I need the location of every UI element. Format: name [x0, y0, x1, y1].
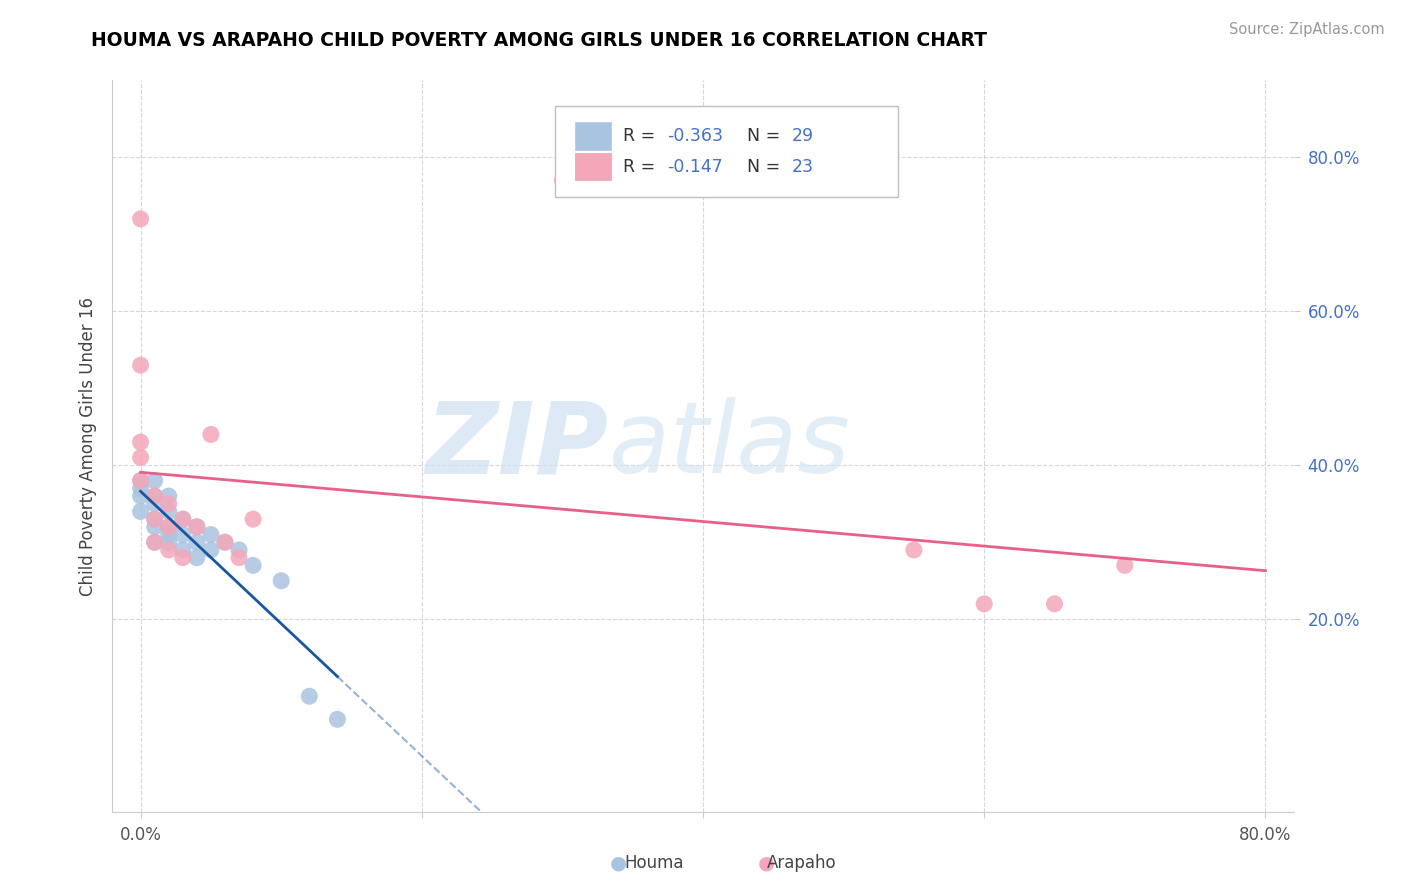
Text: 23: 23	[792, 158, 814, 176]
Point	[172, 527, 194, 541]
Point	[186, 520, 208, 534]
Point	[157, 535, 180, 549]
Point	[157, 520, 180, 534]
Text: ●: ●	[758, 854, 775, 873]
Point	[172, 543, 194, 558]
Text: 29: 29	[792, 127, 814, 145]
Point	[200, 543, 222, 558]
Text: R =: R =	[623, 158, 661, 176]
Point	[172, 512, 194, 526]
Point	[326, 712, 349, 726]
Point	[214, 535, 236, 549]
Text: -0.363: -0.363	[668, 127, 724, 145]
Point	[157, 497, 180, 511]
Point	[143, 535, 166, 549]
Text: N =: N =	[747, 158, 786, 176]
Text: N =: N =	[747, 127, 786, 145]
Point	[157, 489, 180, 503]
Text: atlas: atlas	[609, 398, 851, 494]
Text: R =: R =	[623, 127, 661, 145]
Point	[973, 597, 995, 611]
Point	[143, 489, 166, 503]
Point	[186, 550, 208, 565]
Point	[129, 450, 152, 465]
FancyBboxPatch shape	[555, 106, 898, 197]
Point	[1114, 558, 1136, 573]
Point	[157, 504, 180, 518]
Point	[157, 527, 180, 541]
Point	[200, 427, 222, 442]
Point	[129, 481, 152, 495]
Point	[129, 504, 152, 518]
FancyBboxPatch shape	[575, 153, 610, 180]
Point	[143, 512, 166, 526]
Text: HOUMA VS ARAPAHO CHILD POVERTY AMONG GIRLS UNDER 16 CORRELATION CHART: HOUMA VS ARAPAHO CHILD POVERTY AMONG GIR…	[91, 31, 987, 50]
Point	[903, 543, 925, 558]
Point	[1043, 597, 1066, 611]
Point	[143, 512, 166, 526]
Point	[172, 512, 194, 526]
Point	[143, 489, 166, 503]
Point	[157, 543, 180, 558]
Point	[186, 535, 208, 549]
Point	[242, 512, 264, 526]
FancyBboxPatch shape	[575, 122, 610, 150]
Point	[143, 535, 166, 549]
Text: ZIP: ZIP	[426, 398, 609, 494]
Y-axis label: Child Poverty Among Girls Under 16: Child Poverty Among Girls Under 16	[79, 296, 97, 596]
Point	[129, 435, 152, 450]
Text: ●: ●	[610, 854, 627, 873]
Point	[228, 543, 250, 558]
Point	[129, 474, 152, 488]
Point	[200, 527, 222, 541]
Point	[143, 520, 166, 534]
Point	[172, 550, 194, 565]
Point	[143, 497, 166, 511]
Text: Arapaho: Arapaho	[766, 855, 837, 872]
Text: Houma: Houma	[624, 855, 683, 872]
Point	[551, 173, 574, 187]
Point	[143, 474, 166, 488]
Point	[242, 558, 264, 573]
Point	[186, 520, 208, 534]
Text: -0.147: -0.147	[668, 158, 723, 176]
Text: Source: ZipAtlas.com: Source: ZipAtlas.com	[1229, 22, 1385, 37]
Point	[157, 520, 180, 534]
Point	[129, 489, 152, 503]
Point	[228, 550, 250, 565]
Point	[129, 474, 152, 488]
Point	[129, 211, 152, 226]
Point	[298, 690, 321, 704]
Point	[129, 358, 152, 372]
Point	[214, 535, 236, 549]
Point	[270, 574, 292, 588]
